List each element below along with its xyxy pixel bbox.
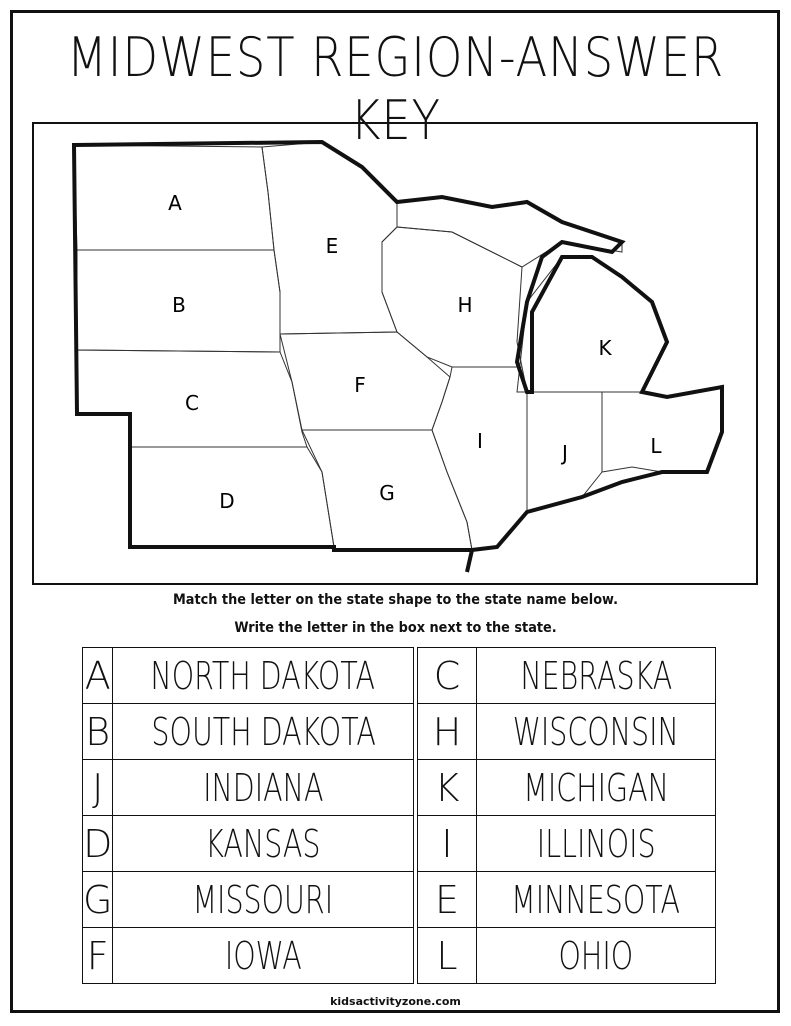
page-title: MIDWEST REGION-ANSWER KEY <box>66 26 725 152</box>
map-label-a: A <box>168 191 182 215</box>
state-name: NEBRASKA <box>520 653 672 698</box>
map-label-g: G <box>379 481 395 505</box>
answer-box[interactable]: D <box>81 815 114 872</box>
table-row: D KANSAS <box>81 815 414 872</box>
footer-website: kidsactivityzone.com <box>330 995 461 1008</box>
table-row: L OHIO <box>417 927 716 984</box>
state-name: INDIANA <box>202 765 324 810</box>
state-name: MINNESOTA <box>511 877 681 922</box>
state-name: MISSOURI <box>192 877 334 922</box>
instructions-line-2: Write the letter in the box next to the … <box>234 620 557 636</box>
answer-box[interactable]: E <box>417 871 477 928</box>
map-label-j: J <box>560 441 568 465</box>
answer-box[interactable]: J <box>81 759 114 816</box>
table-row: B SOUTH DAKOTA <box>81 703 414 760</box>
map-label-i: I <box>477 429 483 453</box>
state-name: MICHIGAN <box>523 765 669 810</box>
map-label-c: C <box>185 391 199 415</box>
table-row: G MISSOURI <box>81 871 414 928</box>
map-label-h: H <box>457 293 472 317</box>
answer-box[interactable]: I <box>417 815 477 872</box>
state-ohio <box>601 386 723 473</box>
map-label-d: D <box>219 489 234 513</box>
answer-box[interactable]: F <box>81 927 114 984</box>
region-outline <box>71 139 724 573</box>
answer-box[interactable]: A <box>81 647 114 704</box>
answer-box[interactable]: K <box>417 759 477 816</box>
table-row: E MINNESOTA <box>417 871 716 928</box>
table-row: F IOWA <box>81 927 414 984</box>
answer-table-left: A NORTH DAKOTA B SOUTH DAKOTA J INDIANA D KA… <box>81 647 414 984</box>
table-row: C NEBRASKA <box>417 647 716 704</box>
state-name: IOWA <box>224 933 302 978</box>
state-illinois <box>431 366 528 551</box>
answer-box[interactable]: G <box>81 871 114 928</box>
map-label-l: L <box>650 434 662 458</box>
table-row: H WISCONSIN <box>417 703 716 760</box>
map-label-k: K <box>598 336 612 360</box>
map-label-e: E <box>326 234 339 258</box>
state-name: NORTH DAKOTA <box>150 653 376 698</box>
answer-box[interactable]: B <box>81 703 114 760</box>
state-name: SOUTH DAKOTA <box>150 709 376 754</box>
table-row: K MICHIGAN <box>417 759 716 816</box>
answer-box[interactable]: H <box>417 703 477 760</box>
map-label-b: B <box>172 293 186 317</box>
answer-box[interactable]: L <box>417 927 477 984</box>
answer-table-right: C NEBRASKA H WISCONSIN K MICHIGAN I ILLINOIS… <box>417 647 716 984</box>
page-border <box>10 10 780 1013</box>
table-row: I ILLINOIS <box>417 815 716 872</box>
state-name: ILLINOIS <box>536 821 656 866</box>
state-wisconsin <box>381 226 523 368</box>
state-name: WISCONSIN <box>512 709 680 754</box>
map-label-f: F <box>354 373 366 397</box>
instructions-line-1: Match the letter on the state shape to t… <box>172 592 619 608</box>
table-row: J INDIANA <box>81 759 414 816</box>
state-name: OHIO <box>558 933 634 978</box>
midwest-map: A B C D E F G H I J K L <box>32 122 758 585</box>
state-name: KANSAS <box>205 821 321 866</box>
table-row: A NORTH DAKOTA <box>81 647 414 704</box>
answer-box[interactable]: C <box>417 647 477 704</box>
